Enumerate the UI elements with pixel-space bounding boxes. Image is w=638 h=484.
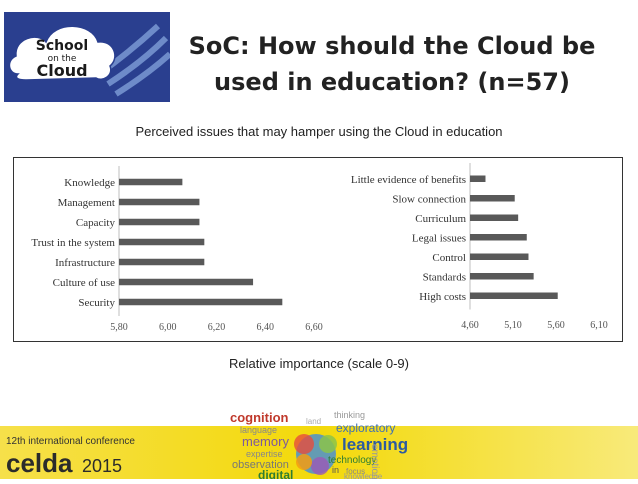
- chart-2-bar: [470, 195, 515, 202]
- chart-1-tick-label: 6,40: [257, 322, 275, 333]
- logo-word-cloud: Cloud: [36, 61, 87, 80]
- chart-1-tick-label: 6,00: [159, 322, 177, 333]
- banner-event-name: celda: [6, 448, 73, 478]
- bar-charts: Knowledge Management Capacity Trust in the …: [31, 163, 608, 333]
- chart-1-bar: [119, 258, 205, 266]
- chart-1-tick-label: 6,60: [305, 322, 323, 333]
- banner-word-thinking: thinking: [334, 410, 365, 420]
- chart-2-category-label: Legal issues: [412, 232, 466, 244]
- banner-word-focus: focus: [346, 467, 365, 476]
- banner-word-emotion: emotion: [369, 444, 380, 479]
- banner-word-learning: learning: [342, 435, 408, 454]
- chart-1-tick-label: 6,20: [208, 322, 226, 333]
- chart-1-bar: [119, 278, 254, 286]
- chart-2-category-label: Curriculum: [415, 213, 466, 225]
- chart-2-category-label: Control: [432, 252, 466, 264]
- banner-word-digital: digital: [258, 468, 293, 479]
- banner-word-exploratory: exploratory: [336, 421, 395, 435]
- chart-2-category-label: Slow connection: [392, 193, 466, 205]
- chart-2-tick-label: 5,60: [547, 320, 565, 331]
- chart-1-category-label: Security: [78, 297, 115, 309]
- chart-caption: Relative importance (scale 0-9): [229, 356, 409, 371]
- chart-2-category-label: Standards: [423, 271, 466, 283]
- chart-2-bar: [470, 234, 527, 241]
- chart-1-category-label: Culture of use: [53, 277, 115, 289]
- chart-1-category-label: Trust in the system: [31, 237, 115, 249]
- title-line-1: SoC: How should the Cloud be: [188, 32, 596, 60]
- chart-2-category-label: Little evidence of benefits: [351, 174, 466, 186]
- chart-1-category-label: Infrastructure: [55, 257, 115, 269]
- school-on-the-cloud-logo: School on the Cloud: [4, 12, 173, 102]
- chart-2-bar: [470, 273, 534, 280]
- banner-word-cognition: cognition: [230, 410, 289, 425]
- chart-1-category-label: Management: [58, 197, 115, 209]
- banner-year: 2015: [82, 456, 122, 476]
- chart-1-category-label: Capacity: [76, 217, 116, 229]
- chart-1-bar: [119, 218, 200, 226]
- logo-word-school: School: [36, 38, 88, 54]
- banner-word-expertise: expertise: [246, 449, 283, 459]
- banner-word-in: in: [332, 465, 339, 475]
- chart-1-bar: [119, 298, 283, 306]
- chart-2-bar: [470, 175, 486, 182]
- banner-word-technology: technology: [328, 455, 376, 466]
- slide-title: SoC: How should the Cloud be used in edu…: [172, 28, 612, 100]
- banner-word-land: land: [306, 417, 321, 426]
- logo-word-on-the: on the: [48, 54, 77, 64]
- chart-2-bar: [470, 253, 529, 260]
- banner-word-knowledge: knowledge: [344, 472, 383, 479]
- title-line-2: used in education? (n=57): [214, 68, 570, 96]
- chart-1-bar: [119, 238, 205, 246]
- banner-conference-text: 12th international conference: [6, 436, 135, 447]
- chart-2-tick-label: 6,10: [590, 320, 608, 331]
- chart-1-category-label: Knowledge: [64, 177, 115, 189]
- banner-word-language: language: [240, 425, 277, 435]
- chart-1-bar: [119, 178, 183, 186]
- chart-1-tick-label: 5,80: [110, 322, 128, 333]
- chart-2-bar: [470, 292, 558, 299]
- banner-word-observation: observation: [232, 459, 289, 471]
- chart-2-bar: [470, 214, 519, 221]
- chart-container: Knowledge Management Capacity Trust in the …: [13, 157, 623, 342]
- banner-word-memory: memory: [242, 434, 289, 449]
- chart-2-tick-label: 4,60: [461, 320, 479, 331]
- conference-banner: 12th international conference celda 2015…: [0, 408, 638, 482]
- chart-subtitle: Perceived issues that may hamper using t…: [135, 124, 503, 139]
- chart-2-category-label: High costs: [419, 291, 466, 303]
- chart-1-bar: [119, 198, 200, 206]
- chart-2-tick-label: 5,10: [504, 320, 522, 331]
